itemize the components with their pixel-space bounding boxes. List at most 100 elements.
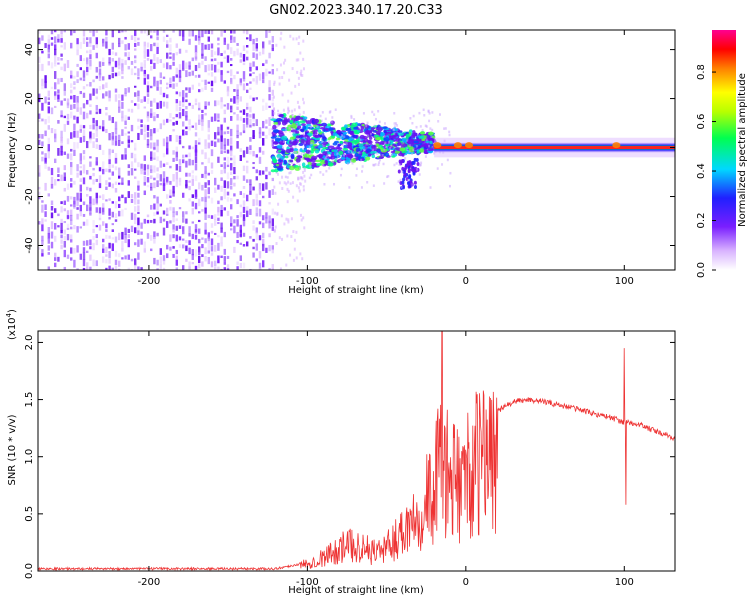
- heatmap-cell: [249, 95, 252, 99]
- heatmap-cell: [230, 137, 233, 145]
- heatmap-cell: [252, 135, 255, 140]
- heatmap-cell: [367, 153, 372, 157]
- heatmap-cell: [137, 95, 140, 102]
- heatmap-cell: [230, 39, 233, 43]
- heatmap-cell: [365, 124, 368, 128]
- heatmap-cell: [362, 153, 369, 157]
- heatmap-cell: [295, 230, 298, 234]
- heatmap-cell: [60, 77, 63, 83]
- heatmap-cell: [204, 238, 207, 244]
- heatmap-cell: [194, 98, 198, 103]
- heatmap-cell: [121, 257, 124, 260]
- heatmap-cell: [188, 180, 191, 183]
- heatmap-cell: [292, 37, 295, 41]
- heatmap-cell: [220, 227, 223, 233]
- heatmap-cell: [390, 144, 393, 148]
- heatmap-cell: [169, 246, 172, 251]
- heatmap-cell: [175, 157, 178, 162]
- heatmap-cell: [204, 79, 207, 86]
- heatmap-cell: [339, 159, 342, 163]
- heatmap-cell: [393, 132, 396, 135]
- heatmap-cell: [89, 44, 92, 47]
- heatmap-cell: [242, 165, 246, 172]
- heatmap-cell: [295, 151, 298, 154]
- heatmap-cell: [249, 190, 252, 195]
- heatmap-cell: [166, 142, 169, 149]
- heatmap-cell: [92, 236, 95, 241]
- heatmap-cell: [47, 227, 50, 234]
- heatmap-cell: [191, 146, 194, 150]
- heatmap-cell: [337, 144, 341, 147]
- heatmap-cell: [143, 41, 146, 47]
- heatmap-cell: [86, 141, 89, 149]
- heatmap-cell: [108, 242, 111, 249]
- heatmap-cell: [252, 199, 255, 207]
- heatmap-cell: [342, 147, 349, 151]
- heatmap-cell: [89, 266, 92, 270]
- heatmap-cell: [60, 151, 63, 156]
- heatmap-cell: [92, 228, 95, 233]
- heatmap-cell: [249, 73, 252, 77]
- heatmap-cell: [273, 185, 276, 189]
- heatmap-cell: [336, 147, 343, 150]
- heatmap-cell: [108, 164, 111, 170]
- heatmap-cell: [38, 186, 41, 190]
- heatmap-cell: [198, 137, 201, 143]
- heatmap-cell: [130, 60, 134, 65]
- heatmap-cell: [328, 127, 334, 131]
- heatmap-cell: [207, 44, 210, 50]
- heatmap-cell: [54, 63, 57, 67]
- heatmap-cell: [201, 149, 204, 155]
- heatmap-cell: [294, 120, 300, 125]
- heatmap-cell: [38, 64, 41, 72]
- heatmap-cell: [76, 49, 79, 56]
- heatmap-cell: [57, 99, 60, 102]
- heatmap-cell: [399, 147, 406, 152]
- heatmap-cell: [239, 82, 242, 87]
- heatmap-cell: [130, 35, 134, 40]
- heatmap-cell: [223, 157, 226, 161]
- heatmap-cell: [130, 168, 134, 176]
- heatmap-cell: [121, 154, 124, 160]
- heatmap-cell: [226, 90, 230, 97]
- heatmap-cell: [76, 63, 79, 67]
- heatmap-cell: [140, 222, 143, 229]
- heatmap-cell: [86, 204, 89, 212]
- heatmap-cell: [111, 51, 114, 55]
- heatmap-cell: [86, 112, 89, 119]
- heatmap-cell: [357, 129, 361, 133]
- heatmap-cell: [428, 144, 431, 148]
- heatmap-cell: [185, 92, 188, 98]
- heatmap-cell: [236, 84, 239, 91]
- colorbar-tick-label: 0.6: [696, 114, 707, 130]
- heatmap-cell: [418, 173, 421, 176]
- heatmap-cell: [146, 139, 150, 146]
- heatmap-cell: [70, 148, 73, 152]
- heatmap-cell: [198, 238, 201, 244]
- heatmap-cell: [204, 146, 207, 150]
- heatmap-cell: [150, 151, 153, 160]
- heatmap-cell: [111, 171, 114, 176]
- heatmap-cell: [271, 96, 274, 102]
- heatmap-cell: [166, 101, 169, 109]
- heatmap-cell: [194, 234, 198, 240]
- heatmap-cell: [166, 44, 169, 48]
- heatmap-cell: [275, 163, 280, 167]
- heatmap-cell: [249, 179, 252, 186]
- heatmap-cell: [273, 111, 276, 115]
- heatmap-cell: [44, 219, 47, 222]
- colorbar-gradient: [712, 30, 736, 270]
- heatmap-cell: [95, 75, 98, 79]
- heatmap-cell: [302, 97, 305, 101]
- heatmap-cell: [246, 50, 249, 54]
- heatmap-cell: [252, 220, 255, 224]
- heatmap-cell: [54, 36, 57, 44]
- heatmap-cell: [349, 130, 355, 136]
- heatmap-cell: [366, 121, 369, 125]
- heatmap-cell: [383, 136, 390, 142]
- heatmap-cell: [127, 87, 130, 93]
- heatmap-cell: [246, 37, 249, 40]
- heatmap-cell: [351, 162, 354, 165]
- heatmap-cell: [279, 63, 282, 67]
- heatmap-cell: [166, 62, 169, 70]
